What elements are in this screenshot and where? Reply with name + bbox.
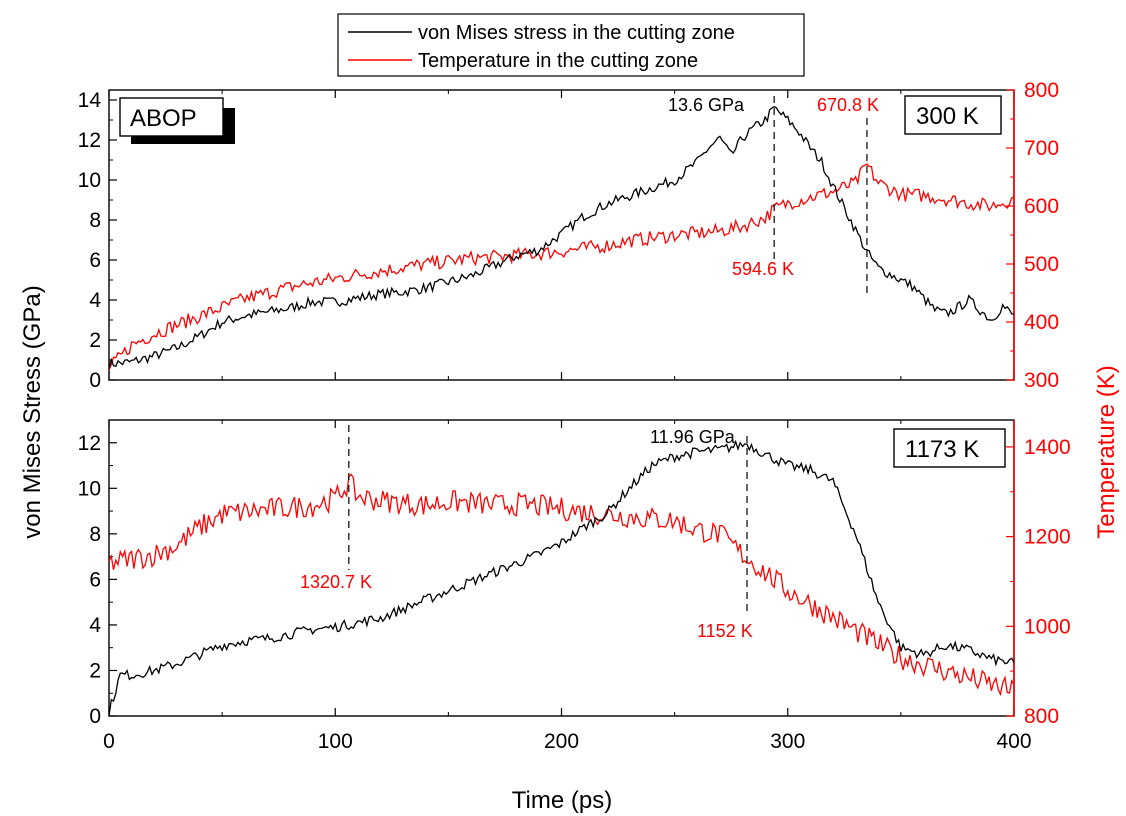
legend-box	[337, 13, 805, 77]
top-temperature-badge-box	[904, 95, 1002, 135]
y-right-tick-label: 600	[1024, 195, 1059, 218]
y-left-tick-label: 0	[89, 705, 101, 728]
y-left-tick-label: 4	[89, 614, 101, 637]
top-panel: 0 2 4 6 8 10 12 14 300 400 500 600 700 800 13.6 GPa …	[78, 79, 1059, 392]
top-temperature-badge-label: 300 K	[916, 103, 979, 130]
bottom-temperature-line	[108, 473, 1015, 697]
y-right-tick-label: 700	[1024, 137, 1059, 160]
legend-stress-label: von Mises stress in the cutting zone	[418, 22, 735, 44]
y-left-tick-label: 12	[78, 432, 101, 455]
bottom-right-ticks: 800 1000 1200 1400	[1006, 436, 1071, 728]
y-left-tick-label: 2	[89, 329, 101, 352]
bottom-plot-frame	[108, 419, 1015, 717]
y-left-tick-label: 0	[89, 369, 101, 392]
y-right-tick-label: 1200	[1024, 526, 1071, 549]
top-peak-temp-label: 670.8 K	[817, 95, 879, 115]
y-left-tick-label: 6	[89, 249, 101, 272]
y-left-tick-label: 10	[78, 169, 101, 192]
bottom-peak-temp-label: 1320.7 K	[300, 572, 372, 592]
y-left-tick-label: 14	[78, 89, 102, 112]
bottom-temp-at-stress-peak-label: 1152 K	[697, 621, 753, 641]
top-temperature-line	[108, 163, 1015, 371]
y-left-tick-label: 12	[78, 129, 101, 152]
y-right-tick-label: 1400	[1024, 436, 1071, 459]
top-right-ticks: 300 400 500 600 700 800	[1006, 79, 1059, 392]
x-tick-label: 300	[770, 730, 805, 753]
y-left-tick-label: 2	[89, 659, 101, 682]
top-temp-at-stress-peak-label: 594.6 K	[732, 259, 794, 279]
bottom-temperature-badge-box	[893, 428, 1006, 468]
y-right-tick-label: 500	[1024, 253, 1059, 276]
bottom-temperature-badge: 1173 K	[893, 428, 1006, 468]
y-right-tick-label: 400	[1024, 311, 1059, 334]
top-potential-badge-label: ABOP	[130, 105, 197, 132]
top-left-ticks: 0 2 4 6 8 10 12 14	[78, 89, 117, 392]
top-potential-badge: ABOP	[119, 97, 235, 144]
y-left-tick-label: 4	[89, 289, 101, 312]
legend-temperature-label: Temperature in the cutting zone	[418, 50, 698, 72]
bottom-left-ticks: 0 2 4 6 8 10 12	[78, 419, 117, 728]
y-left-tick-label: 8	[89, 523, 101, 546]
x-tick-label: 0	[103, 730, 115, 753]
x-tick-label: 100	[318, 730, 353, 753]
y-axis-left-label: von Mises Stress (GPa)	[19, 285, 46, 538]
top-potential-badge-box	[119, 97, 224, 137]
bottom-stress-line	[108, 439, 1015, 717]
top-temperature-badge: 300 K	[904, 95, 1002, 135]
legend: von Mises stress in the cutting zone Tem…	[337, 13, 805, 77]
top-annotations: 13.6 GPa 594.6 K 670.8 K	[668, 95, 879, 296]
y-right-tick-label: 800	[1024, 79, 1059, 102]
y-right-tick-label: 800	[1024, 705, 1059, 728]
y-left-tick-label: 10	[78, 477, 101, 500]
bottom-peak-stress-label: 11.96 GPa	[650, 427, 736, 447]
bottom-temperature-badge-label: 1173 K	[905, 436, 979, 463]
top-peak-stress-label: 13.6 GPa	[668, 95, 745, 115]
y-left-tick-label: 6	[89, 568, 101, 591]
top-stress-line	[108, 105, 1015, 370]
x-tick-label: 400	[996, 730, 1031, 753]
y-right-tick-label: 1000	[1024, 615, 1071, 638]
bottom-x-ticks: 0 100 200 300 400	[103, 420, 1032, 753]
y-left-tick-label: 8	[89, 209, 101, 232]
top-x-ticks	[108, 90, 1015, 380]
bottom-annotations: 11.96 GPa 1152 K 1320.7 K	[300, 425, 753, 641]
x-tick-label: 200	[544, 730, 579, 753]
x-axis-label: Time (ps)	[512, 787, 612, 814]
y-axis-right-label: Temperature (K)	[1093, 365, 1120, 538]
top-plot-frame	[108, 89, 1015, 381]
y-right-tick-label: 300	[1024, 369, 1059, 392]
